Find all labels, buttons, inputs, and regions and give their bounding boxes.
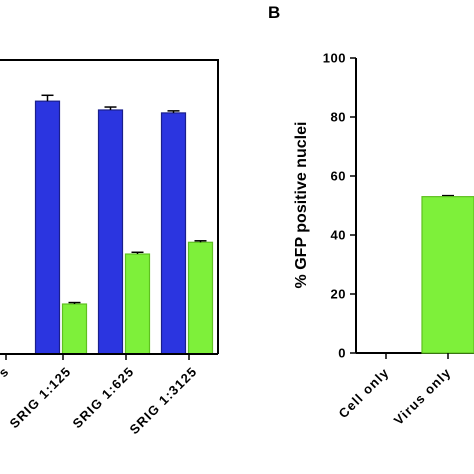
panel-b-y-axis-label: % GFP positive nuclei [293, 122, 310, 289]
panel-a-frame [0, 59, 219, 354]
panel-a-x-tick-label-0: s [0, 364, 12, 381]
bar-series1-3 [160, 112, 187, 355]
panel-b-y-tick-label-1: 20 [331, 287, 346, 302]
panel-b-y-tick-label-4: 80 [331, 110, 346, 125]
panel-b-x-tick-label-1: Virus only [391, 365, 454, 428]
panel-a-x-tick-label-1: SRIG 1:125 [6, 364, 74, 432]
panel-b-label: B [268, 3, 280, 22]
bar-series1-1 [34, 100, 61, 355]
panel-a-x-tick-label-2: SRIG 1:625 [69, 364, 137, 432]
panel-b-y-tick-label-5: 100 [323, 51, 346, 66]
panel-b-chart: B 0 20 40 60 80 100 % GFP positive nuclei Cell … [268, 3, 474, 428]
bar-series2-1 [61, 303, 88, 355]
bar-series2-3 [187, 241, 214, 355]
panel-b-x-tick-label-0: Cell only [336, 365, 393, 422]
bar-series1-2 [97, 109, 124, 355]
panel-a-x-tick-label-3: SRIG 1:3125 [127, 364, 201, 438]
panel-b-y-tick-label-3: 60 [331, 169, 346, 184]
panel-b-y-tick-label-0: 0 [338, 346, 346, 361]
bar-series2-2 [124, 253, 151, 355]
panel-b-y-tick-label-2: 40 [331, 228, 346, 243]
panel-b-bar-1 [421, 196, 474, 354]
